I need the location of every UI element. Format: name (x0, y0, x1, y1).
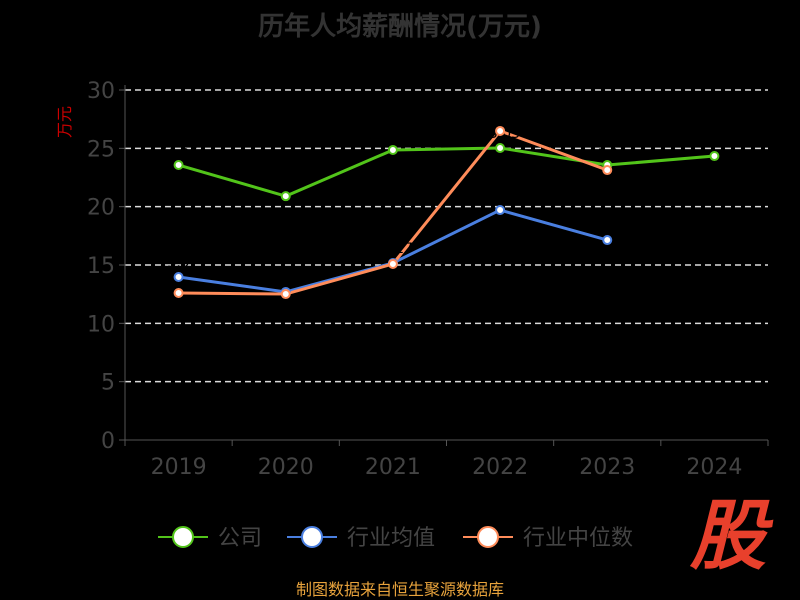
data-label: 26.49 (480, 109, 520, 125)
legend-label: 行业均值 (347, 526, 435, 551)
data-point (495, 142, 506, 153)
legend-marker (301, 526, 323, 548)
y-axis-label: 万元 (55, 106, 74, 138)
data-label: 17.14 (587, 218, 627, 234)
data-point (709, 151, 720, 162)
data-label: 15.17 (373, 241, 413, 257)
data-point (387, 144, 398, 155)
legend-marker (477, 526, 499, 548)
y-tick-label: 25 (87, 137, 115, 162)
data-point (602, 235, 613, 246)
data-label: 12.69 (266, 270, 306, 286)
data-point (280, 191, 291, 202)
data-label: 23.57 (587, 143, 627, 159)
y-tick-label: 0 (101, 429, 115, 454)
x-tick-label: 2024 (686, 455, 742, 480)
data-label: 12.51 (266, 306, 306, 322)
source-note: 制图数据来自恒生聚源数据库 (295, 580, 504, 599)
logo: 股 (690, 491, 766, 580)
y-tick-label: 5 (101, 371, 115, 396)
x-tick-label: 2022 (472, 455, 528, 480)
data-label: 23.14 (587, 182, 627, 198)
x-tick-label: 2021 (365, 455, 421, 480)
data-label: 13.97 (159, 255, 199, 271)
series-line-0 (178, 146, 715, 198)
data-point (387, 258, 398, 269)
data-label: 24.86 (373, 128, 413, 144)
legend-label: 行业中位数 (523, 526, 633, 551)
data-label: 12.60 (159, 305, 199, 321)
y-tick-label: 30 (87, 79, 115, 104)
x-tick-label: 2023 (579, 455, 635, 480)
data-label: 19.71 (480, 188, 520, 204)
data-point (173, 272, 184, 283)
data-label: 23.57 (159, 143, 199, 159)
y-tick-label: 10 (87, 312, 115, 337)
legend-marker (172, 526, 194, 548)
data-point (495, 125, 506, 136)
data-point (495, 205, 506, 216)
data-point (280, 289, 291, 300)
legend-label: 公司 (218, 526, 262, 551)
data-point (173, 288, 184, 298)
chart-title: 历年人均薪酬情况(万元) (258, 12, 542, 42)
y-tick-label: 15 (87, 254, 115, 279)
data-point (602, 165, 613, 176)
x-tick-label: 2019 (151, 455, 207, 480)
data-label: 20.90 (266, 174, 306, 190)
data-label: 24.34 (694, 134, 734, 150)
data-point (173, 160, 184, 171)
x-tick-label: 2020 (258, 455, 314, 480)
data-label: 15.09 (373, 276, 413, 292)
y-tick-label: 20 (87, 196, 115, 221)
